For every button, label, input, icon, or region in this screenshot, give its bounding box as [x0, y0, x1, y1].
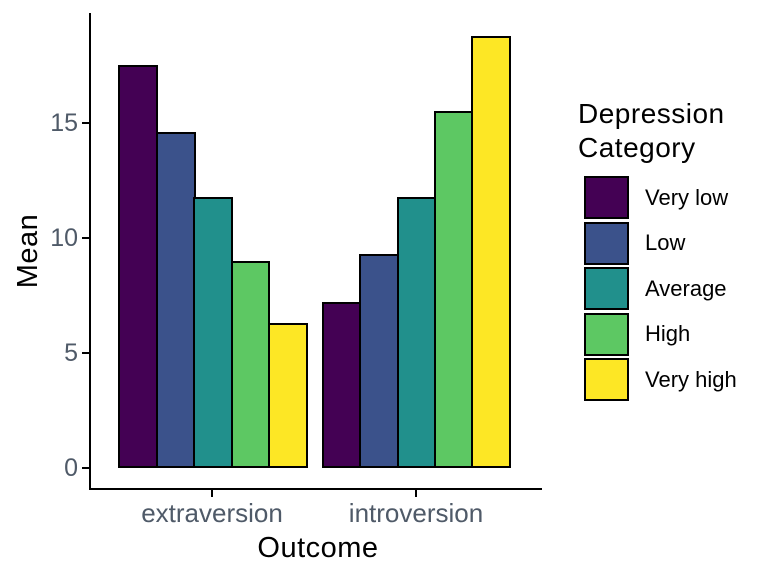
legend-label-high: High — [645, 321, 691, 346]
x-axis-title: Outcome — [257, 532, 379, 564]
y-tick-label-15: 15 — [50, 109, 78, 137]
legend-title-line-1: Depression — [578, 98, 725, 129]
bar-introversion-low — [359, 254, 399, 468]
x-tick-mark-introversion — [415, 489, 417, 497]
bar-extraversion-very-low — [118, 65, 159, 468]
legend-key-high — [584, 312, 629, 356]
y-tick-label-0: 0 — [64, 454, 78, 482]
legend-label-low: Low — [645, 230, 686, 255]
x-tick-label-extraversion: extraversion — [141, 498, 283, 528]
y-axis-title: Mean — [12, 213, 44, 289]
x-tick-label-introversion: introversion — [348, 498, 484, 528]
bar-introversion-high — [433, 111, 474, 468]
plot-panel — [89, 13, 542, 490]
legend-key-very-low — [584, 176, 629, 219]
legend-title-line-2: Category — [578, 132, 696, 163]
y-tick-mark-10 — [82, 237, 89, 239]
y-tick-mark-0 — [82, 467, 89, 469]
bar-extraversion-very-high — [267, 323, 308, 468]
legend-title: Depression Category — [578, 97, 725, 165]
bar-extraversion-low — [155, 132, 196, 468]
y-tick-label-10: 10 — [50, 224, 78, 252]
legend-key-very-high — [584, 358, 629, 401]
bar-introversion-average — [396, 197, 437, 468]
y-tick-mark-15 — [82, 122, 89, 124]
bar-extraversion-average — [193, 197, 233, 468]
legend-key-low — [584, 221, 629, 265]
legend-label-average: Average — [645, 275, 727, 301]
legend-key-average — [584, 267, 629, 310]
legend-label-very-high: Very high — [645, 366, 737, 392]
legend-label-very-low: Very low — [645, 184, 729, 210]
y-tick-mark-5 — [82, 352, 89, 354]
bar-extraversion-high — [230, 261, 271, 468]
x-tick-mark-extraversion — [211, 489, 213, 497]
bar-introversion-very-high — [471, 36, 512, 468]
y-tick-label-5: 5 — [64, 339, 78, 367]
bar-introversion-very-low — [321, 302, 362, 468]
